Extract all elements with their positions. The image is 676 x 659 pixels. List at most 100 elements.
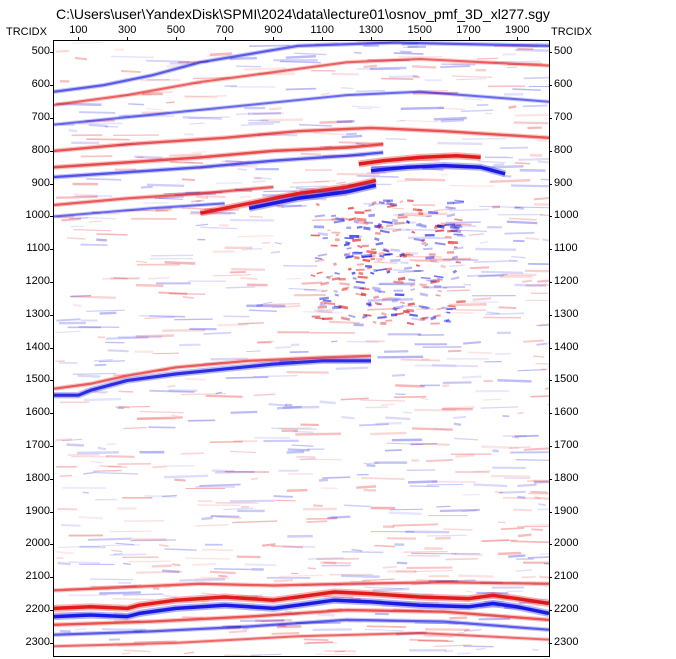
noise-stroke: [400, 261, 409, 265]
noise-stroke: [530, 395, 549, 398]
noise-stroke: [300, 152, 322, 156]
noise-stroke: [60, 523, 81, 527]
y-tick-label-right: 2100: [554, 570, 579, 583]
chaotic-stroke: [452, 269, 458, 274]
chaotic-stroke: [454, 218, 463, 222]
y-tick-mark-left: [50, 413, 53, 415]
noise-stroke: [412, 427, 453, 431]
reflector-r7: [370, 163, 506, 176]
chaotic-stroke: [433, 314, 441, 318]
noise-stroke: [436, 505, 451, 508]
noise-stroke: [475, 247, 517, 251]
reflector-r16: [54, 598, 549, 619]
chaotic-stroke: [317, 305, 328, 309]
noise-stroke: [237, 235, 274, 238]
x-tick-mark: [322, 37, 324, 40]
noise-stroke: [291, 444, 314, 447]
seismic-section-plot[interactable]: [53, 40, 550, 657]
noise-stroke: [299, 123, 333, 127]
noise-stroke: [66, 443, 85, 447]
y-tick-label-left: 2200: [25, 603, 50, 616]
noise-stroke: [497, 551, 522, 556]
noise-stroke: [336, 172, 380, 176]
noise-stroke: [341, 550, 384, 554]
chaotic-stroke: [405, 220, 411, 224]
reflector-halo-r19: [54, 631, 549, 649]
noise-stroke: [355, 142, 366, 146]
noise-stroke: [248, 44, 291, 48]
chaotic-stroke: [445, 235, 452, 239]
noise-stroke: [229, 56, 257, 61]
chaotic-stroke: [353, 285, 364, 290]
noise-stroke: [184, 95, 218, 99]
chaotic-stroke: [445, 206, 456, 210]
chaotic-stroke: [400, 301, 406, 305]
noise-stroke: [341, 574, 380, 579]
noise-stroke: [136, 283, 164, 288]
noise-stroke: [85, 119, 115, 123]
y-tick-mark-left: [50, 446, 53, 448]
noise-stroke: [455, 454, 475, 458]
noise-stroke: [442, 384, 450, 388]
noise-stroke: [201, 592, 217, 596]
chaotic-stroke: [326, 275, 331, 280]
noise-stroke: [437, 141, 483, 146]
noise-stroke: [431, 364, 478, 368]
noise-stroke: [540, 214, 549, 217]
noise-stroke: [485, 112, 492, 115]
noise-stroke: [136, 570, 183, 574]
noise-stroke: [364, 628, 403, 632]
chaotic-stroke: [425, 215, 433, 218]
noise-stroke: [182, 296, 194, 299]
noise-stroke: [438, 107, 466, 111]
noise-stroke: [435, 536, 451, 540]
y-tick-label-left: 1000: [25, 209, 50, 222]
x-tick-label: 1100: [310, 24, 335, 36]
noise-stroke: [328, 320, 360, 325]
noise-stroke: [216, 516, 242, 520]
noise-stroke: [152, 352, 180, 355]
noise-stroke: [509, 259, 517, 262]
noise-stroke: [514, 283, 547, 287]
noise-stroke: [181, 393, 227, 396]
y-tick-mark-left: [50, 52, 53, 54]
y-tick-mark-right: [549, 544, 552, 546]
chaotic-stroke: [421, 241, 427, 246]
noise-stroke: [362, 578, 395, 582]
noise-stroke: [515, 459, 549, 461]
chaotic-stroke: [354, 256, 360, 260]
noise-stroke: [462, 375, 482, 379]
noise-stroke: [146, 59, 190, 63]
noise-stroke: [122, 113, 166, 117]
noise-stroke: [319, 145, 354, 148]
chaotic-stroke: [447, 305, 456, 308]
noise-stroke: [307, 567, 316, 570]
chaotic-stroke: [375, 257, 385, 261]
noise-stroke: [482, 398, 501, 401]
noise-stroke: [363, 202, 392, 205]
noise-stroke: [210, 52, 233, 56]
y-tick-mark-right: [549, 511, 552, 513]
noise-stroke: [440, 118, 465, 123]
y-tick-label-right: 1300: [554, 307, 579, 320]
noise-stroke: [514, 206, 525, 210]
y-tick-label-right: 1600: [554, 406, 579, 419]
noise-stroke: [285, 54, 317, 59]
noise-stroke: [481, 445, 520, 450]
chaotic-stroke: [340, 216, 349, 220]
noise-stroke: [503, 174, 512, 178]
noise-stroke: [426, 458, 453, 463]
noise-stroke: [94, 471, 139, 475]
chaotic-stroke: [436, 277, 443, 281]
noise-stroke: [61, 217, 82, 222]
noise-stroke: [331, 340, 338, 343]
noise-stroke: [477, 57, 499, 60]
y-tick-mark-left: [50, 610, 53, 612]
chaotic-stroke: [406, 321, 415, 326]
noise-stroke: [323, 561, 337, 565]
noise-stroke: [538, 323, 549, 327]
chaotic-stroke: [393, 221, 405, 226]
noise-stroke: [511, 436, 520, 439]
y-tick-label-left: 1900: [25, 504, 50, 517]
noise-stroke: [88, 123, 108, 128]
